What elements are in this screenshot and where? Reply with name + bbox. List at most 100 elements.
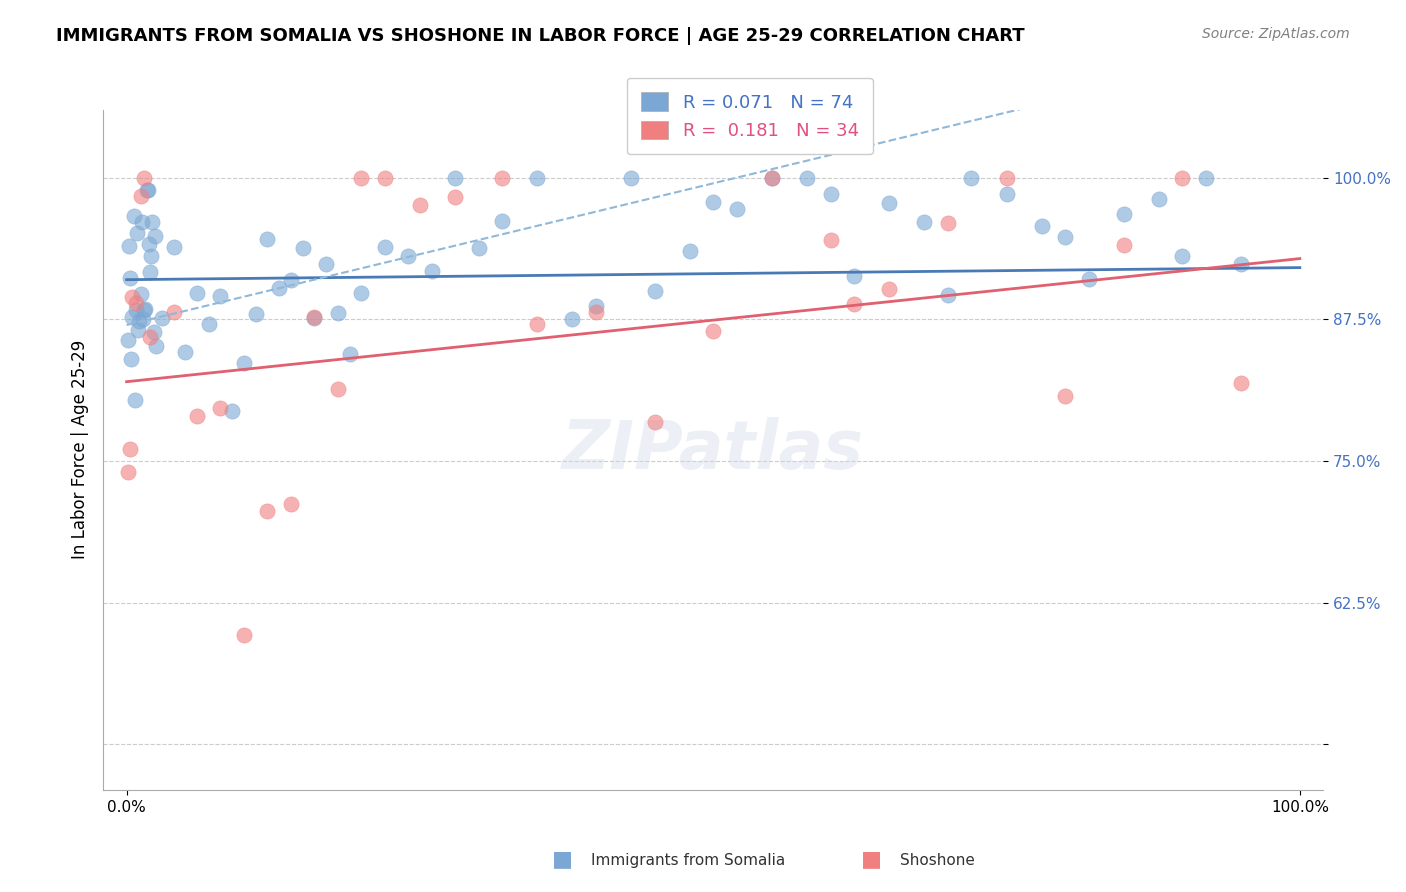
Point <box>526 170 548 185</box>
Point <box>232 356 254 370</box>
Point <box>138 236 160 251</box>
Point <box>1112 237 1135 252</box>
Point <box>420 263 443 277</box>
Point <box>142 325 165 339</box>
Point <box>134 170 156 185</box>
Point <box>912 215 935 229</box>
Point <box>1230 257 1253 271</box>
Point <box>644 415 666 429</box>
Point <box>326 306 349 320</box>
Point <box>186 409 208 424</box>
Point <box>304 311 326 326</box>
Point <box>117 333 139 347</box>
Point <box>122 209 145 223</box>
Point <box>174 344 197 359</box>
Point <box>995 187 1018 202</box>
Point <box>877 195 900 210</box>
Point <box>256 504 278 518</box>
Point <box>197 318 219 332</box>
Point <box>1195 170 1218 185</box>
Point <box>444 170 467 185</box>
Point <box>995 170 1018 185</box>
Point <box>936 216 959 230</box>
Point <box>796 170 818 185</box>
Point <box>842 269 865 284</box>
Point <box>842 297 865 311</box>
Point <box>620 170 643 185</box>
Text: Shoshone: Shoshone <box>900 854 974 868</box>
Point <box>117 466 139 480</box>
Point <box>145 339 167 353</box>
Point <box>141 214 163 228</box>
Point <box>132 311 155 326</box>
Point <box>120 351 142 366</box>
Point <box>374 240 396 254</box>
Point <box>350 285 373 300</box>
Point <box>315 257 337 271</box>
Point <box>120 442 142 456</box>
Point <box>221 403 243 417</box>
Point <box>374 170 396 185</box>
Point <box>134 302 156 317</box>
Point <box>1230 376 1253 390</box>
Point <box>1112 206 1135 220</box>
Point <box>129 287 152 301</box>
Point <box>135 183 157 197</box>
Point <box>679 244 702 258</box>
Point <box>761 170 783 185</box>
Point <box>326 382 349 396</box>
Point <box>491 170 513 185</box>
Point <box>1147 192 1170 206</box>
Point <box>280 497 302 511</box>
Point <box>1077 272 1099 286</box>
Point <box>644 284 666 298</box>
Point <box>125 302 148 317</box>
Point <box>232 628 254 642</box>
Point <box>409 198 432 212</box>
Point <box>120 271 142 285</box>
Point <box>491 214 513 228</box>
Point <box>162 240 184 254</box>
Point <box>1171 170 1194 185</box>
Point <box>702 324 724 338</box>
Point <box>256 232 278 246</box>
Point <box>209 401 232 416</box>
Point <box>121 310 143 324</box>
Y-axis label: In Labor Force | Age 25-29: In Labor Force | Age 25-29 <box>72 340 89 559</box>
Point <box>124 393 146 408</box>
Text: Source: ZipAtlas.com: Source: ZipAtlas.com <box>1202 27 1350 41</box>
Point <box>128 314 150 328</box>
Legend: R = 0.071   N = 74, R =  0.181   N = 34: R = 0.071 N = 74, R = 0.181 N = 34 <box>627 78 873 154</box>
Point <box>877 282 900 296</box>
Point <box>131 215 153 229</box>
Point <box>1031 219 1053 234</box>
Point <box>444 190 467 204</box>
Text: ■: ■ <box>553 849 572 869</box>
Point <box>118 238 141 252</box>
Point <box>1054 389 1077 403</box>
Point <box>139 329 162 343</box>
Point <box>936 288 959 302</box>
Point <box>125 295 148 310</box>
Text: ■: ■ <box>862 849 882 869</box>
Point <box>339 347 361 361</box>
Point <box>136 183 159 197</box>
Point <box>129 188 152 202</box>
Point <box>134 302 156 317</box>
Text: ZIPatlas: ZIPatlas <box>562 417 865 483</box>
Point <box>127 322 149 336</box>
Point <box>526 318 548 332</box>
Text: Immigrants from Somalia: Immigrants from Somalia <box>591 854 785 868</box>
Point <box>467 241 489 255</box>
Point <box>127 226 149 240</box>
Point <box>186 285 208 300</box>
Point <box>761 170 783 185</box>
Point <box>143 228 166 243</box>
Point <box>561 312 583 326</box>
Point <box>141 249 163 263</box>
Point <box>396 249 419 263</box>
Point <box>150 310 173 325</box>
Point <box>139 265 162 279</box>
Text: IMMIGRANTS FROM SOMALIA VS SHOSHONE IN LABOR FORCE | AGE 25-29 CORRELATION CHART: IMMIGRANTS FROM SOMALIA VS SHOSHONE IN L… <box>56 27 1025 45</box>
Point <box>280 272 302 286</box>
